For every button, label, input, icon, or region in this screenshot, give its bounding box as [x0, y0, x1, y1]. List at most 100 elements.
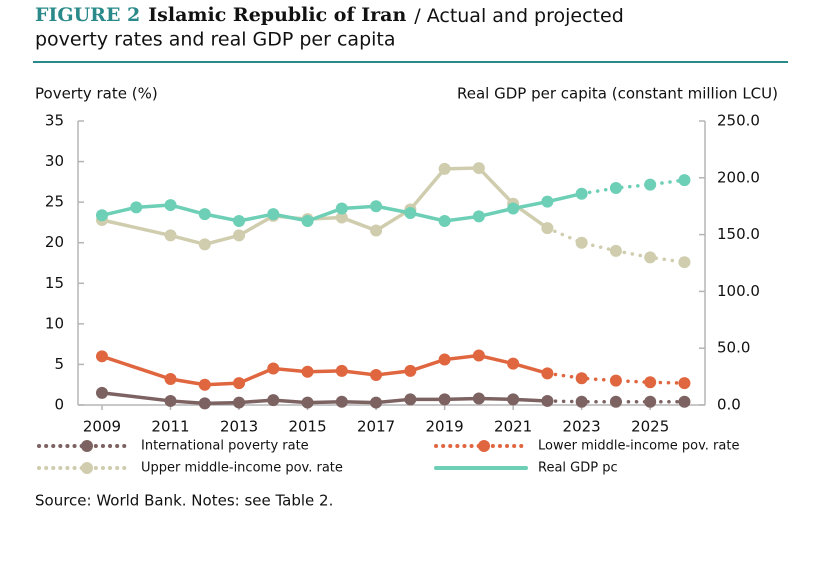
marker — [95, 386, 108, 399]
marker — [438, 162, 451, 175]
marker — [267, 394, 280, 407]
marker — [370, 396, 383, 409]
marker — [233, 229, 246, 242]
marker — [609, 374, 622, 387]
marker — [575, 236, 588, 249]
marker — [438, 393, 451, 406]
marker — [678, 174, 691, 187]
marker — [438, 214, 451, 227]
legend-marker — [478, 440, 490, 452]
title: FIGURE 2 Islamic Republic of Iran / Actual… — [35, 4, 624, 27]
x-tick-label: 2023 — [563, 418, 601, 436]
marker — [438, 353, 451, 366]
marker — [541, 367, 554, 380]
marker — [164, 394, 177, 407]
projected-line — [545, 371, 687, 385]
marker — [164, 229, 177, 242]
y2-axis-label: Real GDP per capita (constant million LC… — [457, 85, 778, 103]
marker — [541, 222, 554, 235]
marker — [404, 393, 417, 406]
marker — [301, 365, 314, 378]
marker — [472, 349, 485, 362]
marker — [164, 199, 177, 212]
y-tick-label: 0 — [54, 396, 64, 414]
marker — [541, 195, 554, 208]
x-tick-label: 2011 — [151, 418, 189, 436]
y2-tick-label: 150.0 — [717, 225, 760, 243]
projected-line — [579, 178, 687, 196]
marker — [233, 377, 246, 390]
marker — [609, 395, 622, 408]
marker — [130, 201, 143, 214]
y-tick-label: 30 — [45, 152, 64, 170]
marker — [335, 364, 348, 377]
x-tick-label: 2019 — [426, 418, 464, 436]
marker — [575, 372, 588, 385]
y2-tick-label: 200.0 — [717, 168, 760, 186]
marker — [267, 208, 280, 221]
marker — [370, 368, 383, 381]
marker — [335, 211, 348, 224]
y2-tick-label: 100.0 — [717, 282, 760, 300]
marker — [644, 376, 657, 389]
legend-marker — [81, 440, 93, 452]
marker — [335, 395, 348, 408]
marker — [404, 207, 417, 220]
x-tick-label: 2017 — [357, 418, 395, 436]
title-rest: / Actual and projected — [414, 5, 623, 27]
title-line2: poverty rates and real GDP per capita — [35, 29, 396, 51]
y-tick-label: 15 — [45, 274, 64, 292]
x-tick-label: 2013 — [220, 418, 258, 436]
marker — [370, 200, 383, 213]
marker — [404, 364, 417, 377]
projected-line — [545, 399, 687, 404]
marker — [335, 202, 348, 215]
marker — [644, 178, 657, 191]
y-tick-label: 5 — [54, 355, 64, 373]
marker — [233, 396, 246, 409]
marker — [164, 373, 177, 386]
legend-label: Upper middle-income pov. rate — [141, 461, 343, 476]
y-axis-label: Poverty rate (%) — [35, 85, 158, 103]
y-tick-label: 20 — [45, 233, 64, 251]
marker — [472, 162, 485, 175]
marker — [267, 362, 280, 375]
marker — [644, 251, 657, 264]
marker — [198, 238, 211, 251]
marker — [198, 208, 211, 221]
marker — [678, 256, 691, 269]
marker — [507, 202, 520, 215]
x-tick-label: 2015 — [288, 418, 326, 436]
marker — [95, 350, 108, 363]
marker — [678, 377, 691, 390]
source: Source: World Bank. Notes: see Table 2. — [35, 492, 333, 510]
y-tick-label: 10 — [45, 314, 64, 332]
x-tick-label: 2021 — [494, 418, 532, 436]
x-tick-label: 2009 — [83, 418, 121, 436]
y2-tick-label: 250.0 — [717, 112, 760, 130]
title-country: Islamic Republic of Iran — [148, 4, 406, 26]
marker — [95, 209, 108, 222]
y2-tick-label: 50.0 — [717, 339, 750, 357]
legend-label: International poverty rate — [141, 439, 309, 454]
y2-tick-label: 0.0 — [717, 396, 741, 414]
marker — [301, 396, 314, 409]
marker — [472, 392, 485, 405]
marker — [301, 214, 314, 227]
legend-label: Lower middle-income pov. rate — [538, 439, 739, 454]
marker — [575, 395, 588, 408]
y-tick-label: 25 — [45, 193, 64, 211]
marker — [198, 378, 211, 391]
marker — [507, 357, 520, 370]
figure-label: FIGURE 2 — [35, 4, 140, 26]
marker — [644, 395, 657, 408]
legend-label: Real GDP pc — [538, 461, 618, 476]
marker — [507, 393, 520, 406]
legend-marker — [81, 462, 93, 474]
marker — [472, 210, 485, 223]
marker — [541, 394, 554, 407]
y-tick-label: 35 — [45, 112, 64, 130]
marker — [198, 397, 211, 410]
marker — [370, 224, 383, 237]
